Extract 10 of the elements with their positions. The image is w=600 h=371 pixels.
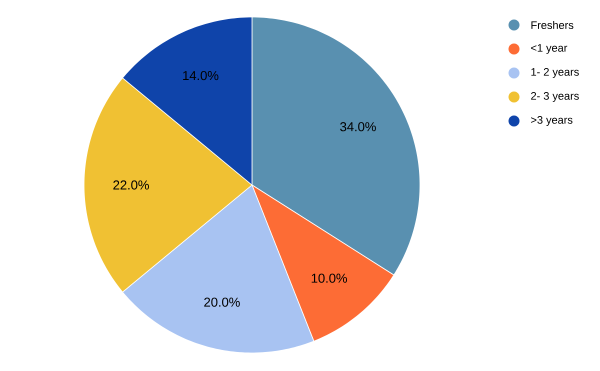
legend-label: 1- 2 years [531,68,579,78]
data-label: 10.0% [312,274,348,283]
data-label: 34.0% [340,122,376,132]
data-label: 22.0% [113,180,149,190]
data-label: 14.0% [183,70,218,80]
data-label: 20.0% [204,298,240,307]
legend-label: <1 year [531,44,568,54]
legend-label: Freshers [531,20,574,30]
legend-label: >3 years [531,116,572,126]
legend-label: 2- 3 years [531,92,579,102]
